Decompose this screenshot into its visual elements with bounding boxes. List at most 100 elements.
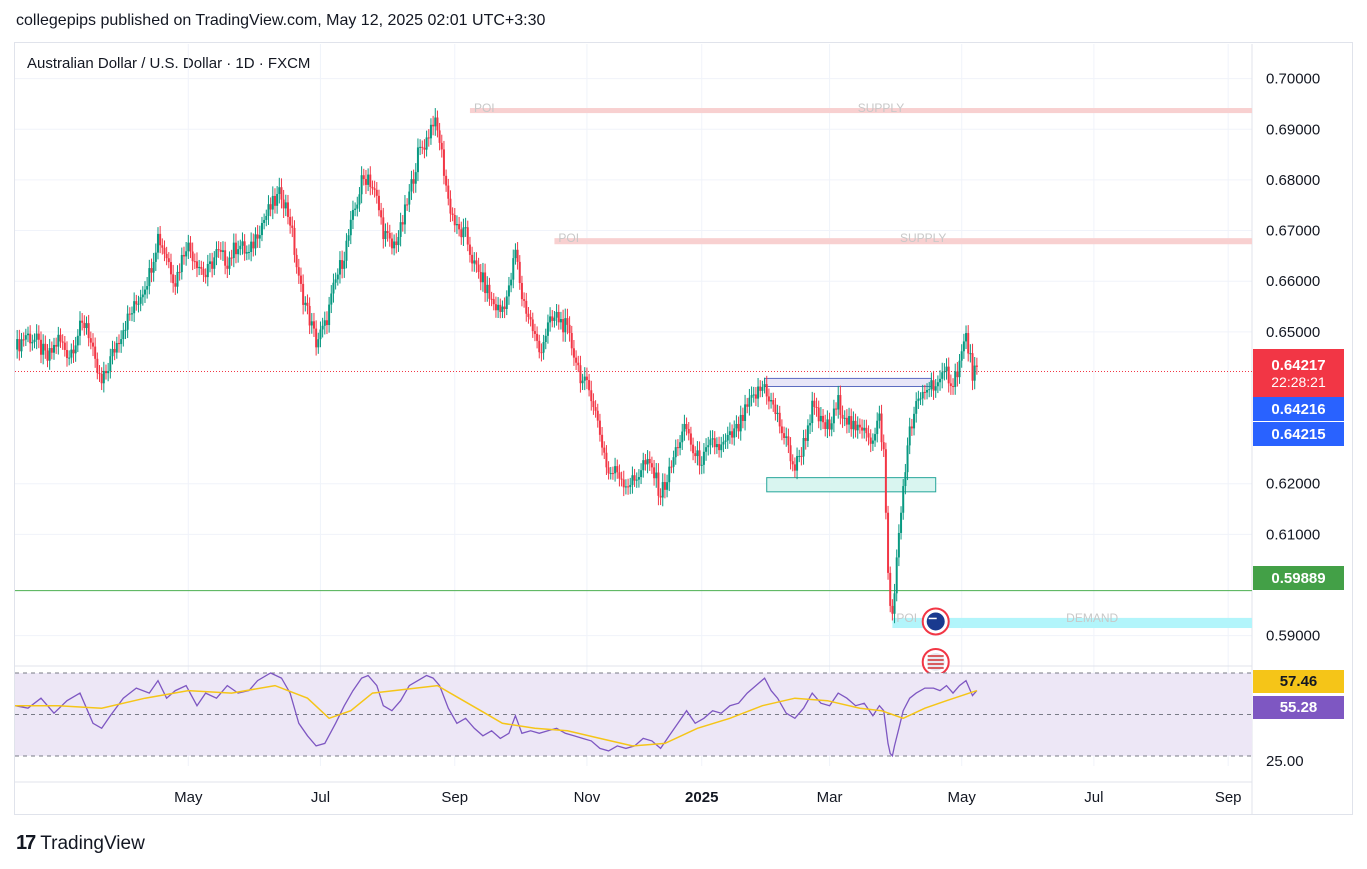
candle-body: [312, 321, 315, 329]
publication-byline: collegepips published on TradingView.com…: [16, 12, 546, 29]
candle-body: [416, 147, 419, 173]
chart-frame[interactable]: [14, 42, 1353, 815]
candle-body: [932, 380, 935, 391]
candle-body: [475, 260, 478, 265]
candle-body: [278, 187, 281, 195]
candle-body: [679, 442, 682, 449]
candle-body: [659, 495, 662, 498]
candle-body: [174, 283, 177, 287]
candle-body: [588, 380, 591, 391]
price-tick-label: 0.66000: [1266, 273, 1320, 290]
candle-body: [488, 284, 491, 299]
candle-body: [687, 428, 690, 434]
candle-body: [854, 420, 857, 431]
candle-body: [622, 479, 625, 488]
candle-body: [445, 175, 448, 186]
candle-body: [915, 401, 918, 414]
candle-body: [917, 398, 920, 402]
candle-body: [213, 257, 216, 269]
candle-body: [87, 323, 90, 339]
time-tick-label: Jul: [1084, 789, 1103, 806]
candle-body: [161, 245, 164, 248]
candle-body: [884, 449, 887, 513]
candle-body: [94, 346, 97, 359]
candle-body: [137, 303, 140, 305]
candle-body: [178, 271, 181, 273]
candle-body: [796, 456, 799, 471]
candle-body: [830, 423, 833, 430]
candle-body: [98, 373, 101, 375]
candle-body: [165, 253, 168, 259]
candle-body: [455, 224, 458, 226]
candle-body: [293, 227, 296, 255]
candle-body: [76, 335, 79, 346]
candle-body: [148, 268, 151, 287]
candle-body: [629, 484, 632, 488]
candle-body: [503, 306, 506, 309]
zone-right-label: SUPPLY: [858, 101, 904, 115]
candle-body: [798, 455, 801, 457]
candle-body: [666, 482, 669, 490]
candle-body: [16, 339, 19, 350]
candle-body: [570, 333, 573, 349]
candle-body: [960, 351, 963, 361]
candle-body: [787, 436, 790, 446]
candle-body: [611, 473, 614, 475]
candle-body: [707, 445, 710, 448]
candle-body: [750, 395, 753, 398]
candle-body: [150, 268, 153, 273]
candle-body: [332, 282, 335, 294]
candle-body: [33, 339, 36, 342]
candle-body: [481, 272, 484, 283]
candle-body: [89, 338, 92, 343]
candle-body: [347, 235, 350, 241]
last-price-value: 0.64217: [1271, 356, 1326, 374]
candle-body: [592, 401, 595, 408]
candle-body: [512, 258, 515, 280]
candle-body: [897, 532, 900, 558]
candle-body: [319, 329, 322, 340]
candle-body: [217, 249, 220, 251]
symbol-title: Australian Dollar / U.S. Dollar · 1D · F…: [27, 55, 311, 72]
rsi-tick-label: 25.00: [1266, 753, 1304, 770]
price-tick-label: 0.69000: [1266, 121, 1320, 138]
tradingview-logo[interactable]: 17 TradingView: [16, 832, 145, 855]
candle-body: [876, 420, 879, 435]
candle-body: [215, 249, 218, 258]
candle-body: [198, 266, 201, 269]
candle-body: [635, 479, 638, 481]
candle-body: [232, 242, 235, 259]
candle-body: [250, 241, 253, 253]
candle-body: [713, 438, 716, 448]
candle-body: [601, 434, 604, 448]
candle-body: [29, 333, 32, 344]
candle-body: [501, 306, 504, 312]
candle-body: [83, 322, 86, 329]
candle-body: [156, 233, 159, 253]
candle-body: [653, 467, 656, 479]
candle-body: [273, 195, 276, 206]
candle-body: [596, 410, 599, 421]
candle-body: [572, 348, 575, 358]
supply-zone: [469, 108, 1252, 114]
candle-body: [542, 342, 545, 353]
candle-body: [243, 241, 246, 254]
candle-body: [176, 271, 179, 287]
candle-body: [941, 372, 944, 379]
time-tick-label: May: [174, 789, 203, 806]
candle-body: [133, 301, 136, 314]
candle-body: [936, 382, 939, 387]
candle-body: [967, 333, 970, 354]
candle-body: [900, 512, 903, 533]
candle-body: [180, 254, 183, 273]
candle-body: [468, 244, 471, 255]
candle-body: [256, 234, 259, 239]
candle-body: [167, 258, 170, 263]
candle-body: [315, 328, 318, 348]
candle-body: [473, 260, 476, 264]
candle-body: [772, 399, 775, 405]
candle-body: [620, 478, 623, 480]
candle-body: [908, 426, 911, 446]
candle-body: [850, 416, 853, 430]
